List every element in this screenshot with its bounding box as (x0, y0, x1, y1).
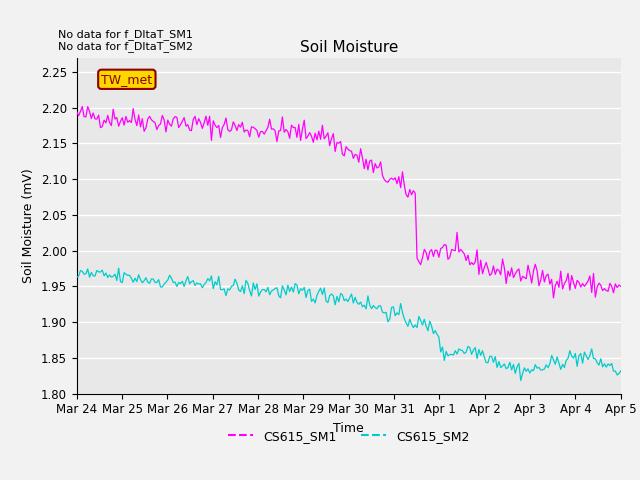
Text: No data for f_DltaT_SM1
No data for f_DltaT_SM2: No data for f_DltaT_SM1 No data for f_Dl… (58, 29, 193, 52)
Title: Soil Moisture: Soil Moisture (300, 40, 398, 55)
Text: TW_met: TW_met (101, 73, 152, 86)
Y-axis label: Soil Moisture (mV): Soil Moisture (mV) (22, 168, 35, 283)
X-axis label: Time: Time (333, 422, 364, 435)
Legend: CS615_SM1, CS615_SM2: CS615_SM1, CS615_SM2 (223, 425, 475, 448)
